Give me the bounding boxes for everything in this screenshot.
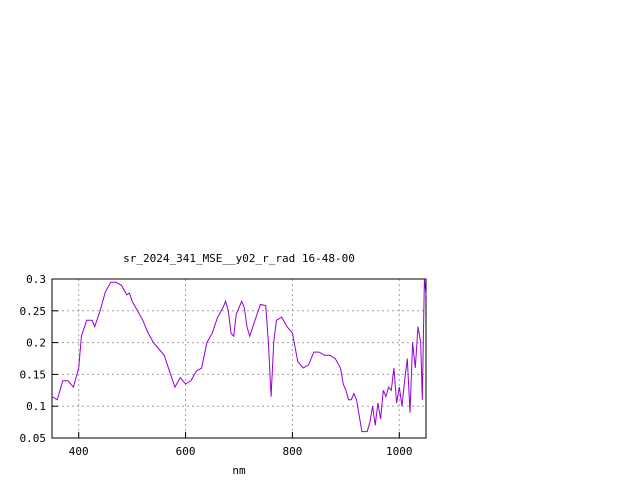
x-tick-label: 1000 [386,445,413,458]
y-tick-label: 0.25 [20,305,47,318]
line [51,278,427,433]
x-tick-label: 800 [282,445,302,458]
chart-title: sr_2024_341_MSE__y02_r_rad 16-48-00 [123,252,355,265]
plot-frame [51,278,427,439]
y-tick-label: 0.2 [26,337,46,350]
y-tick-label: 0.05 [20,432,47,445]
x-tick-label: 600 [176,445,196,458]
y-tick-label: 0.15 [20,368,47,381]
y-tick-label: 0.1 [26,400,46,413]
x-tick-label: 400 [69,445,89,458]
x-axis-label: nm [232,464,246,477]
y-tick-label: 0.3 [26,273,46,286]
